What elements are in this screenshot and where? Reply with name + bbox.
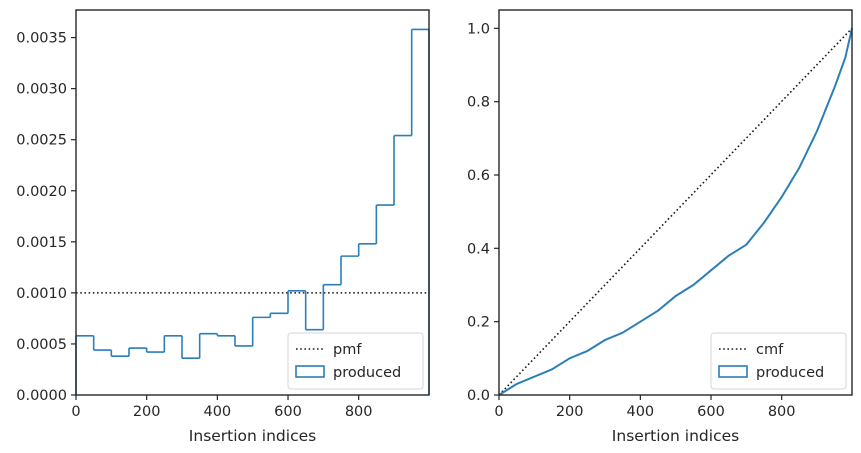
- cumulative-point: [621, 331, 624, 334]
- cumulative-point: [515, 383, 518, 385]
- cumulative-point: [674, 295, 677, 297]
- plot-frame: [75, 9, 430, 396]
- legend: cmf produced: [710, 332, 847, 390]
- x-tick-label: 0: [71, 404, 80, 420]
- cumulative-point: [533, 375, 536, 378]
- x-tick-label: 200: [556, 404, 584, 420]
- cumulative-point: [586, 350, 589, 352]
- y-tick-label: 0.0005: [16, 337, 67, 353]
- cumulative-point: [710, 269, 712, 272]
- y-tick-label: 0.0010: [16, 286, 67, 302]
- y-tick-label: 0.0: [467, 388, 490, 404]
- x-axis-label: Insertion indices: [612, 427, 739, 445]
- y-tick-label: 0.0030: [16, 82, 67, 98]
- x-tick-label: 400: [626, 404, 654, 420]
- y-tick-label: 0.0035: [16, 31, 67, 47]
- cumulative-point: [798, 166, 801, 169]
- y-tick-label: 0.0015: [16, 235, 67, 251]
- plot-frame: [498, 9, 853, 396]
- x-axis-label: Insertion indices: [189, 427, 316, 445]
- right-chart-cmf: 0 200 400 600 800 0.0 0.2 0.4 0.6 0.8 1.0 Insertion…: [467, 9, 853, 445]
- legend: pmf produced: [287, 332, 424, 390]
- cumulative-point: [604, 339, 606, 341]
- y-tick-label: 0.4: [467, 241, 490, 257]
- cumulative-point: [833, 86, 836, 88]
- x-tick-label: 400: [203, 404, 231, 420]
- cumulative-point: [780, 196, 783, 198]
- cumulative-point: [844, 56, 847, 59]
- legend-label-pmf: pmf: [333, 342, 362, 358]
- x-tick-label: 600: [274, 404, 302, 420]
- series-produced: [498, 27, 853, 396]
- y-tick-label: 0.0025: [16, 133, 67, 149]
- cumulative-curve: [498, 28, 853, 396]
- cumulative-point: [692, 284, 695, 286]
- legend-swatch-step: [295, 365, 325, 378]
- legend-label-cmf: cmf: [756, 342, 784, 358]
- x-tick-label: 0: [494, 404, 503, 420]
- cumulative-point: [816, 130, 818, 132]
- legend-swatch-step: [718, 365, 748, 378]
- cumulative-point: [639, 320, 642, 323]
- y-tick-label: 0.8: [467, 95, 490, 111]
- y-tick-label: 1.0: [467, 21, 490, 37]
- x-tick-label: 800: [345, 404, 373, 420]
- cumulative-point: [657, 309, 659, 312]
- legend-label-produced: produced: [333, 365, 401, 381]
- y-tick-label: 0.6: [467, 168, 490, 184]
- legend-box: [710, 332, 847, 390]
- cumulative-point: [763, 221, 765, 224]
- x-tick-label: 800: [768, 404, 796, 420]
- cumulative-point: [745, 243, 748, 246]
- cumulative-point: [568, 357, 571, 360]
- x-tick-label: 200: [133, 404, 161, 420]
- cmf-reference-line: [498, 27, 853, 396]
- legend-box: [287, 332, 424, 390]
- y-tick-label: 0.2: [467, 315, 490, 331]
- cumulative-point: [727, 254, 730, 257]
- legend-label-produced: produced: [756, 365, 824, 381]
- x-tick-label: 600: [697, 404, 725, 420]
- left-chart-pmf: 0 200 400 600 800 0.0000 0.0005 0.0010 0.0015 0.0…: [16, 9, 430, 445]
- y-tick-label: 0.0020: [16, 184, 67, 200]
- cumulative-point: [551, 368, 553, 371]
- y-tick-label: 0.0000: [16, 388, 67, 404]
